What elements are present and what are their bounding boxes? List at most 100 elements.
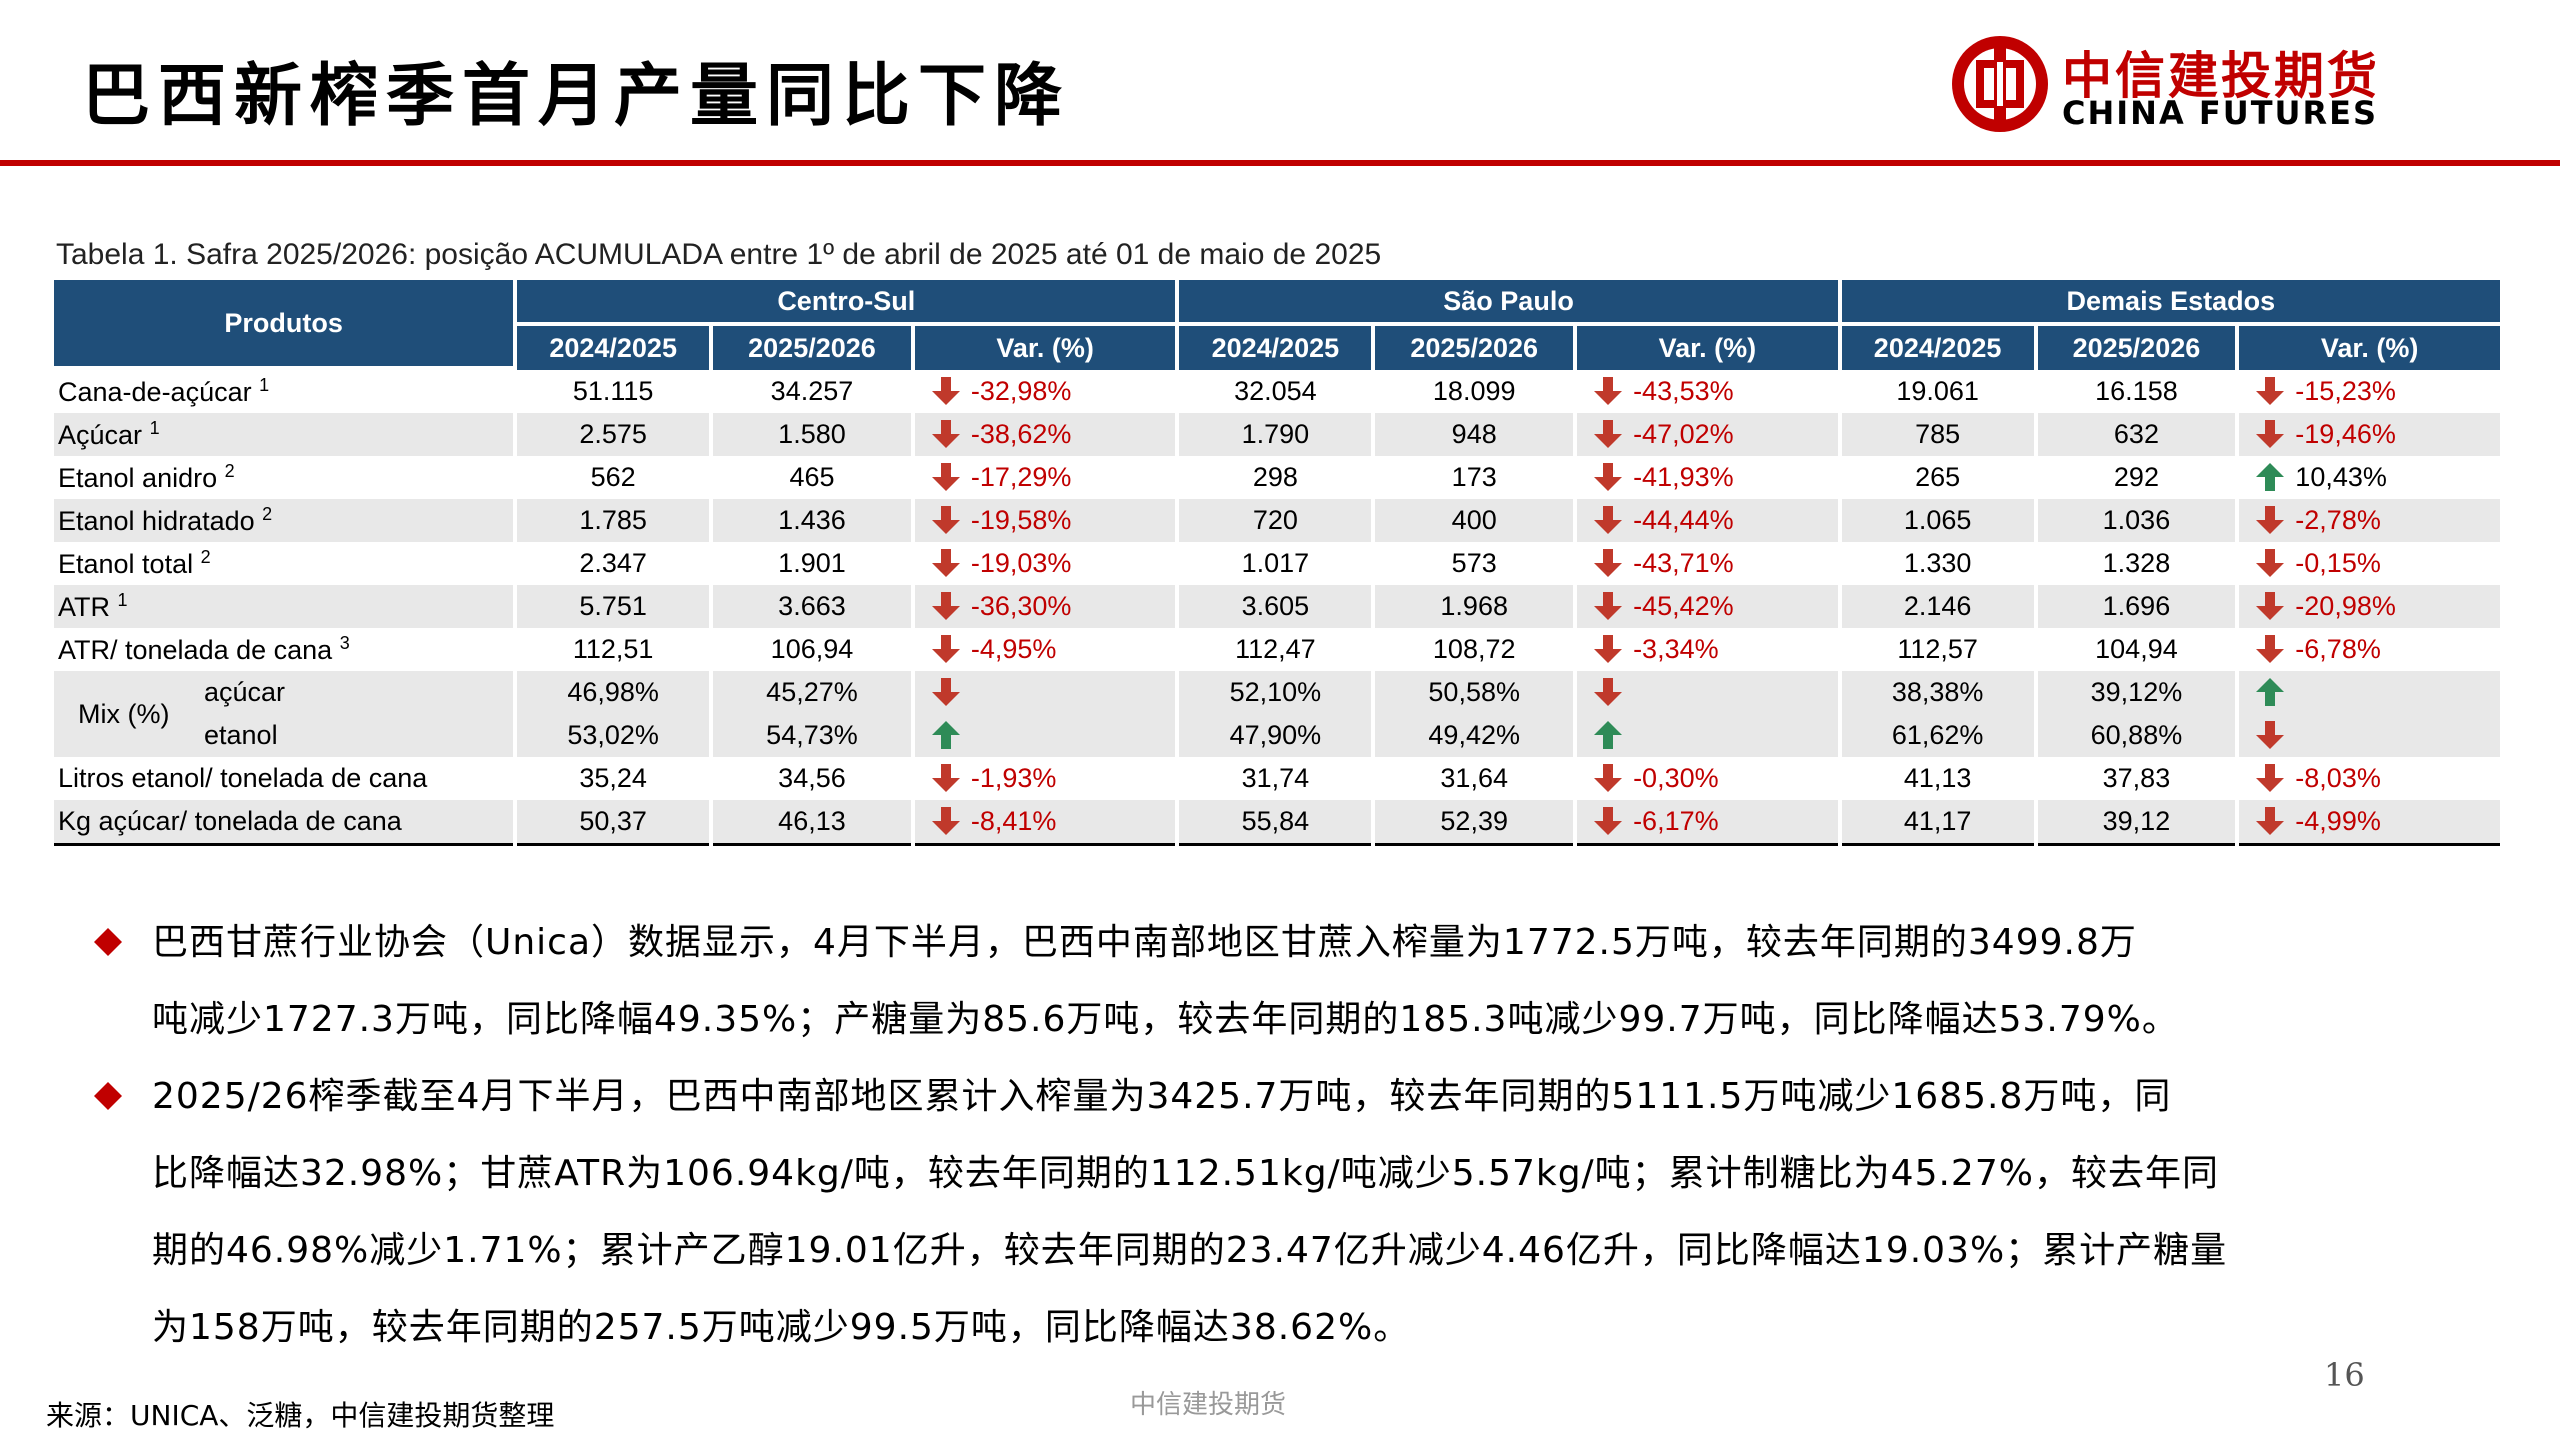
- cell-value: 31,74: [1179, 757, 1372, 800]
- cell-variation: -4,95%: [915, 628, 1176, 671]
- cell-value: 1.790: [1179, 413, 1372, 456]
- row-label: Mix (%) açúcar: [54, 671, 514, 729]
- cell-value: 2.146: [1841, 585, 2034, 628]
- cell-value: 34,56: [713, 757, 911, 800]
- arrow-down-icon: [931, 635, 960, 663]
- cell-value: 3.663: [713, 585, 911, 628]
- arrow-down-icon: [931, 420, 960, 448]
- cell-value: 38,38%: [1841, 671, 2034, 714]
- row-label: etanol: [54, 714, 514, 757]
- bullet-list: 巴西甘蔗行业协会（Unica）数据显示，4月下半月，巴西中南部地区甘蔗入榨量为1…: [88, 904, 2488, 1366]
- cell-variation: -6,78%: [2239, 628, 2500, 671]
- cell-value: 1.328: [2102, 548, 2171, 578]
- cell-value: 1.901: [778, 548, 846, 578]
- page-title: 巴西新榨季首月产量同比下降: [82, 56, 1071, 136]
- cell-value: 265: [1915, 462, 1961, 492]
- table-row: Etanol hidratado 2 1.785 1.436 -19,58% 720 40…: [54, 499, 2500, 542]
- cell-variation: -2,78%: [2239, 499, 2500, 542]
- cell-value: 720: [1179, 499, 1372, 542]
- diamond-bullet-icon: [94, 928, 122, 956]
- cell-value: 400: [1375, 499, 1574, 542]
- page-number: 16: [2324, 1356, 2365, 1394]
- bullet-line: 期的46.98%减少1.71%；累计产乙醇19.01亿升，较去年同期的23.47…: [152, 1230, 2228, 1271]
- row-label-text: Etanol hidratado: [58, 506, 255, 536]
- row-label-text: ATR/ tonelada de cana: [58, 635, 333, 665]
- cell-value: 49,42%: [1375, 714, 1574, 757]
- table-row: Etanol total 2 2.347 1.901 -19,03% 1.017 573 -…: [54, 542, 2500, 585]
- cell-value: 1.968: [1375, 585, 1574, 628]
- cell-value: 45,27%: [713, 671, 911, 714]
- bullet-line: 吨减少1727.3万吨，同比降幅49.35%；产糖量为85.6万吨，较去年同期的…: [152, 999, 2179, 1040]
- cell-variation: -6,17%: [1577, 800, 1838, 846]
- arrow-down-icon: [931, 377, 960, 405]
- arrow-down-icon: [2256, 377, 2285, 405]
- arrow-down-icon: [2256, 721, 2285, 749]
- table-row: Litros etanol/ tonelada de cana 35,24 34,5…: [54, 757, 2500, 800]
- cell-value: 632: [2037, 413, 2236, 456]
- cell-value: 55,84: [1179, 800, 1372, 846]
- cell-variation: -17,29%: [915, 456, 1176, 499]
- arrow-down-icon: [931, 764, 960, 792]
- cell-variation: -3,34%: [1577, 628, 1838, 671]
- cell-value: 1.436: [713, 499, 911, 542]
- table-row: Kg açúcar/ tonelada de cana 50,37 46,13 -8,…: [54, 800, 2500, 846]
- arrow-down-icon: [1594, 420, 1623, 448]
- variation-text: -36,30%: [970, 591, 1072, 621]
- cell-value: 52,10%: [1179, 671, 1372, 714]
- arrow-down-icon: [1594, 506, 1623, 534]
- cell-value: 2.347: [579, 548, 647, 578]
- cell-value: 46,13: [713, 800, 911, 846]
- table-row: Cana-de-açúcar 1 51.115 34.257 -32,98% 32.05…: [54, 370, 2500, 413]
- table-row: Açúcar 1 2.575 1.580 -38,62% 1.790 948 -47,02%…: [54, 413, 2500, 456]
- table-body: Cana-de-açúcar 1 51.115 34.257 -32,98% 32.05…: [54, 370, 2500, 846]
- variation-text: -43,71%: [1633, 548, 1734, 578]
- footnote-marker: 1: [117, 590, 128, 610]
- cell-variation: -19,46%: [2239, 413, 2500, 456]
- cell-variation: -8,03%: [2239, 757, 2500, 800]
- subheader-var: Var. (%): [1577, 326, 1838, 370]
- row-label-text: ATR: [58, 592, 110, 622]
- cell-value: 41,17: [1841, 800, 2034, 846]
- footnote-marker: 3: [339, 633, 350, 653]
- arrow-up-icon: [2256, 463, 2285, 491]
- header-produtos: Produtos: [54, 280, 514, 370]
- cell-value: 1.785: [517, 499, 710, 542]
- cell-variation: [2239, 714, 2500, 757]
- cell-value: 785: [1841, 413, 2034, 456]
- cell-value: 292: [2113, 462, 2159, 492]
- table-row-mix: Mix (%) açúcar 46,98% 45,27% 52,10% 50,58% 38,…: [54, 671, 2500, 729]
- logo-chinese-text: 中信建投期货: [2062, 47, 2380, 105]
- cell-variation: -47,02%: [1577, 413, 1838, 456]
- arrow-down-icon: [1594, 807, 1623, 835]
- bullet-item: 巴西甘蔗行业协会（Unica）数据显示，4月下半月，巴西中南部地区甘蔗入榨量为1…: [88, 904, 2488, 1058]
- footnote-marker: 1: [149, 418, 160, 438]
- bullet-item: 2025/26榨季截至4月下半月，巴西中南部地区累计入榨量为3425.7万吨，较…: [88, 1058, 2488, 1366]
- cell-variation: -41,93%: [1577, 456, 1838, 499]
- header-region-sao-paulo: São Paulo: [1179, 280, 1838, 326]
- row-label: ATR/ tonelada de cana 3: [54, 628, 513, 671]
- cell-value: 2.575: [517, 413, 710, 456]
- arrow-down-icon: [1594, 377, 1623, 405]
- row-label-text: Etanol anidro: [58, 463, 218, 493]
- variation-text: -8,03%: [2295, 763, 2381, 793]
- cell-variation: [914, 671, 1176, 714]
- cell-value: 50,37: [517, 800, 710, 846]
- variation-text: -41,93%: [1633, 462, 1734, 492]
- cell-value: 562: [590, 462, 636, 492]
- table-row-mix: etanol 53,02% 54,73% 47,90% 49,42% 61,62% 60,8…: [54, 714, 2500, 757]
- subheader-2024-2025: 2024/2025: [517, 326, 710, 370]
- cell-value: 1.580: [713, 413, 911, 456]
- variation-text: -0,15%: [2295, 548, 2381, 578]
- cell-value: 112,57: [1897, 634, 1978, 664]
- arrow-down-icon: [931, 592, 960, 620]
- cell-value: 61,62%: [1841, 714, 2034, 757]
- variation-text: -2,78%: [2295, 505, 2381, 535]
- cell-value: 108,72: [1432, 634, 1516, 664]
- company-logo: 中信建投期货 CHINA FUTURES: [1948, 32, 2508, 136]
- cell-value: 3.605: [1179, 585, 1372, 628]
- table-row: Etanol anidro 2 562 465 -17,29% 298 173 -41,93…: [54, 456, 2500, 499]
- cell-variation: -38,62%: [914, 413, 1176, 456]
- cell-variation: [1577, 671, 1838, 714]
- cell-value: 51.115: [572, 376, 654, 406]
- cell-variation: -4,99%: [2239, 800, 2500, 846]
